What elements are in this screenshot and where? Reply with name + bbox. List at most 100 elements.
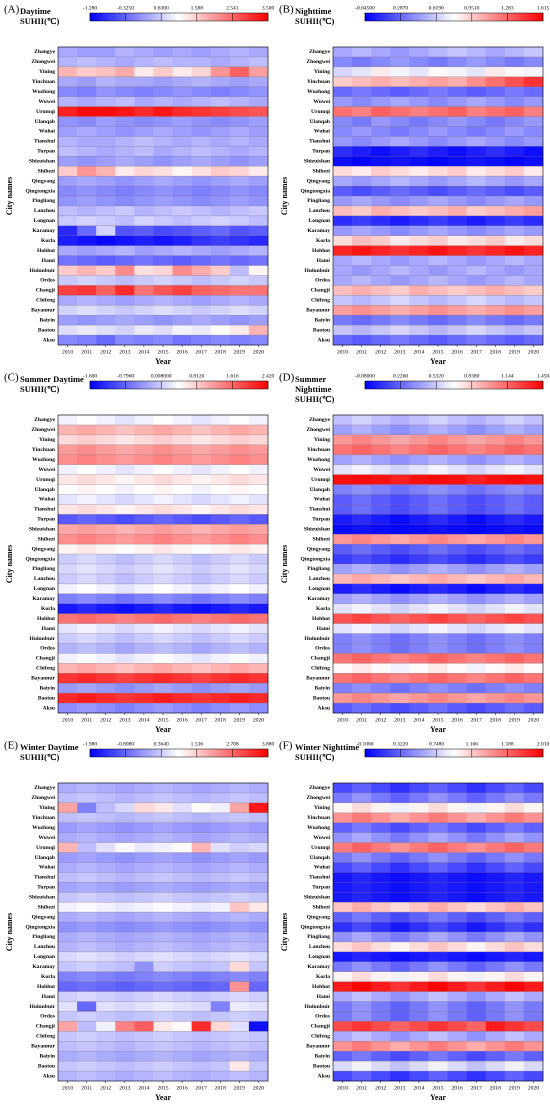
heat-cell xyxy=(153,693,173,704)
heat-cell xyxy=(428,265,448,276)
heat-cell xyxy=(466,802,487,814)
heat-cell xyxy=(96,315,116,326)
heat-cell xyxy=(191,136,212,147)
heat-cell xyxy=(191,951,212,963)
heat-cell xyxy=(115,305,135,316)
heat-cell xyxy=(248,783,269,794)
heat-cell xyxy=(428,941,448,953)
heat-cell xyxy=(210,325,231,336)
heat-cell xyxy=(333,156,353,167)
heat-cell xyxy=(466,922,487,933)
heat-cell xyxy=(115,822,135,833)
heat-cell xyxy=(96,961,116,973)
heat-cell xyxy=(333,1051,353,1062)
heat-cell xyxy=(333,673,353,684)
heat-cell xyxy=(58,96,78,107)
heat-cell xyxy=(210,693,231,704)
heat-cell xyxy=(428,464,448,475)
heat-cell xyxy=(210,822,231,833)
heat-cell xyxy=(96,215,116,227)
heat-cell xyxy=(248,524,269,535)
heat-cell xyxy=(134,106,154,117)
heat-cell xyxy=(58,653,78,664)
heat-cell xyxy=(390,47,410,58)
heat-cell xyxy=(229,613,250,624)
y-tick-label: Longnan xyxy=(309,586,331,592)
heat-cell xyxy=(485,703,506,714)
y-tick-label: Tianshui xyxy=(309,139,330,145)
heat-cell xyxy=(504,693,525,704)
heat-cell xyxy=(504,166,525,177)
y-tick-label: Bayannur xyxy=(306,676,330,682)
heat-cell xyxy=(210,941,231,953)
colorbar xyxy=(364,12,544,22)
heat-cell xyxy=(210,146,231,157)
heat-cell xyxy=(466,116,487,127)
heat-cell xyxy=(409,305,429,316)
heat-cell xyxy=(485,235,506,246)
heat-cell xyxy=(466,474,487,485)
heat-cell xyxy=(191,1071,212,1082)
heat-cell xyxy=(466,653,487,664)
heat-cell xyxy=(58,932,78,943)
heat-cell xyxy=(134,623,154,634)
heat-cell xyxy=(371,444,391,456)
heat-cell xyxy=(153,215,173,227)
heat-cell xyxy=(229,872,250,883)
heat-cell xyxy=(115,981,135,992)
heat-cell xyxy=(77,663,97,674)
heat-cell xyxy=(504,971,525,982)
heat-cell xyxy=(172,116,192,127)
heat-cell xyxy=(96,892,116,903)
heat-cell xyxy=(96,583,116,595)
heat-cell xyxy=(115,474,135,485)
heat-cell xyxy=(248,126,269,137)
heat-cell xyxy=(466,295,487,306)
heat-cell xyxy=(77,434,97,446)
heat-cell xyxy=(352,415,372,426)
heat-cell xyxy=(210,832,231,843)
heat-cell xyxy=(248,792,269,804)
chart-title: Winter Daytime SUHII(℃) xyxy=(20,742,79,762)
heat-cell xyxy=(352,1031,372,1042)
heat-cell xyxy=(409,116,429,127)
heat-cell xyxy=(115,1061,135,1072)
heat-cell xyxy=(153,186,173,197)
heat-cell xyxy=(96,255,116,266)
heat-cell xyxy=(352,335,372,346)
heat-cell xyxy=(428,415,448,426)
heat-cell xyxy=(58,1011,78,1022)
heat-cell xyxy=(96,415,116,426)
heat-cell xyxy=(523,703,544,714)
heat-cell xyxy=(504,186,525,197)
heat-cell xyxy=(248,315,269,326)
heat-cell xyxy=(352,514,372,525)
heat-cell xyxy=(352,802,372,814)
heat-cell xyxy=(229,991,250,1002)
heat-cell xyxy=(134,136,154,147)
y-tick-label: Longnan xyxy=(34,218,56,224)
colorbar-tick-label: 0.9510 xyxy=(464,5,479,11)
heat-cell xyxy=(447,315,467,326)
heat-cell xyxy=(77,335,97,346)
heat-cell xyxy=(504,961,525,973)
heat-cell xyxy=(172,474,192,485)
heat-cell xyxy=(371,76,391,88)
y-tick-label: Baiyin xyxy=(314,1053,330,1059)
heat-cell xyxy=(153,941,173,953)
heat-cell xyxy=(248,1001,269,1012)
heat-cell xyxy=(153,922,173,933)
heat-cell xyxy=(153,315,173,326)
heat-cell xyxy=(77,1071,97,1082)
heat-cell xyxy=(333,643,353,654)
heat-cell xyxy=(447,683,467,694)
heat-cell xyxy=(58,484,78,495)
heat-cell xyxy=(172,126,192,137)
heat-cell xyxy=(352,703,372,714)
heat-cell xyxy=(504,554,525,565)
heat-cell xyxy=(153,603,173,614)
heat-cell xyxy=(153,245,173,256)
heat-cell xyxy=(447,981,467,992)
heat-cell xyxy=(134,166,154,177)
